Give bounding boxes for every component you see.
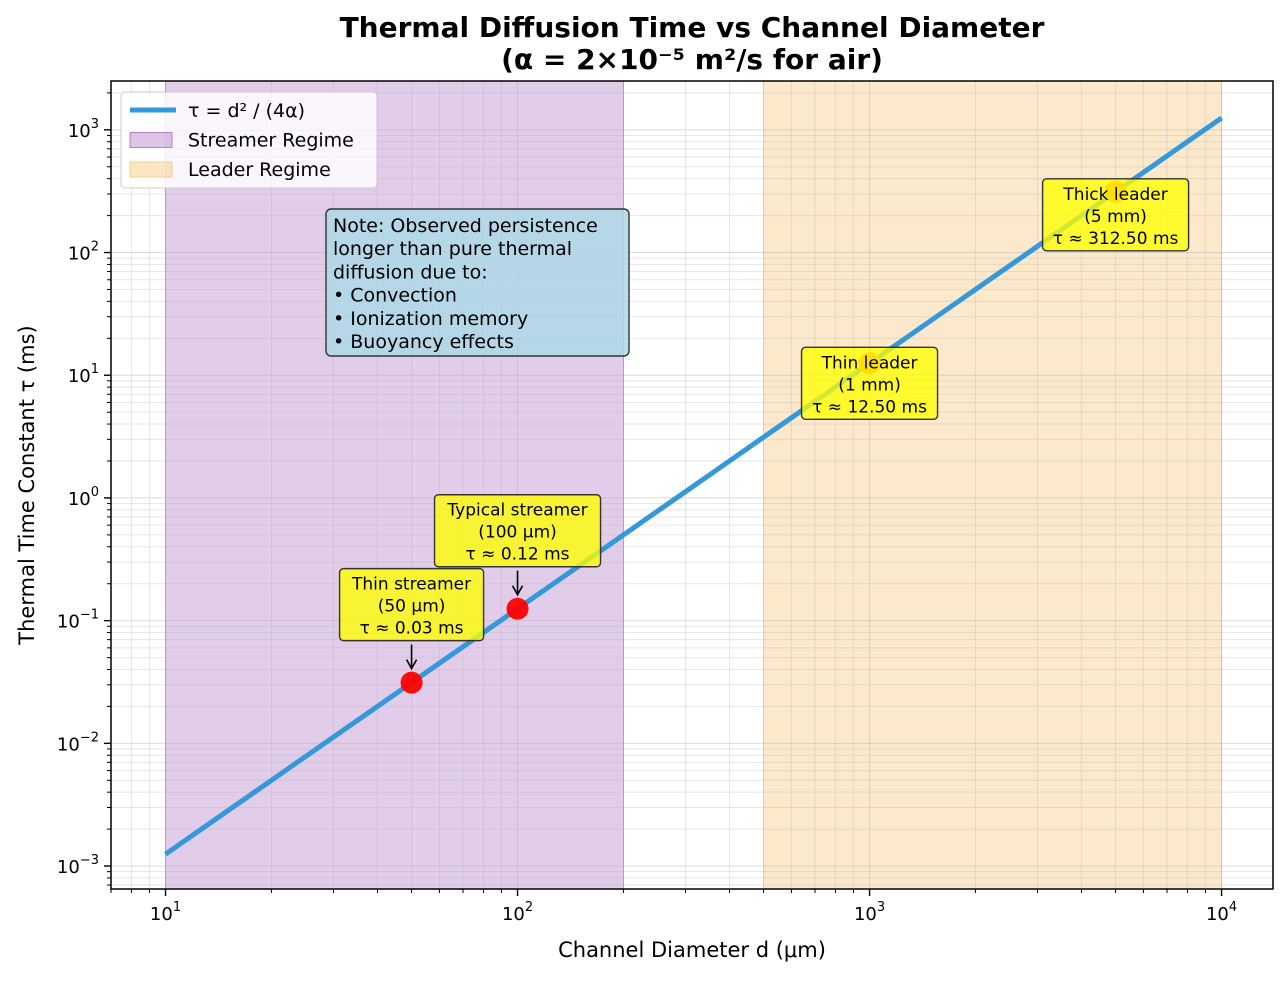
- annotation: Typical streamer(100 μm)τ ≈ 0.12 ms: [433, 494, 602, 597]
- x-tick-label: 103: [854, 900, 885, 925]
- x-axis-label: Channel Diameter d (μm): [558, 938, 826, 962]
- annotation-text: Thin leader: [821, 353, 918, 373]
- annotation-box: [433, 494, 602, 568]
- annotation: Thick leader(5 mm)τ ≈ 312.50 ms: [1041, 178, 1190, 252]
- annotation-text: τ ≈ 0.03 ms: [360, 619, 464, 639]
- legend-label: Streamer Regime: [188, 130, 354, 152]
- y-axis-label: Thermal Time Constant τ (ms): [15, 325, 39, 645]
- annotation-text: Typical streamer: [446, 501, 587, 521]
- annotation-text: Thin streamer: [351, 575, 471, 595]
- data-point: [506, 597, 529, 620]
- note-line: diffusion due to:: [333, 261, 488, 283]
- y-tick-label: 10−2: [57, 730, 99, 755]
- note-line: Note: Observed persistence: [333, 215, 598, 237]
- y-tick-label: 100: [68, 485, 99, 510]
- annotation-box: [800, 346, 939, 421]
- annotation-text: (5 mm): [1084, 207, 1147, 227]
- legend-label: τ = d² / (4α): [188, 100, 305, 122]
- x-tick-label: 102: [502, 900, 533, 925]
- annotation-box: [1041, 178, 1190, 252]
- annotation-text: Thick leader: [1062, 185, 1167, 205]
- note-line: • Convection: [333, 285, 457, 307]
- y-tick-label: 102: [68, 240, 99, 265]
- annotation: Thin leader(1 mm)τ ≈ 12.50 ms: [800, 346, 939, 421]
- legend-patch-swatch: [129, 161, 173, 178]
- chart-title: Thermal Diffusion Time vs Channel Diamet…: [340, 11, 1045, 44]
- annotation: Thin streamer(50 μm)τ ≈ 0.03 ms: [338, 567, 485, 671]
- annotation-arrowhead: [511, 585, 524, 597]
- annotation-text: τ ≈ 0.12 ms: [466, 545, 570, 565]
- x-tick-label: 101: [150, 900, 181, 925]
- legend: τ = d² / (4α) Streamer Regime Leader Regim…: [120, 91, 378, 189]
- y-tick-label: 103: [68, 117, 99, 142]
- ticks-layer: 101 102 103 104 10−3 10−2 10−1 100 101 102 103: [57, 92, 1237, 925]
- annotation-box: [338, 567, 485, 642]
- annotation-text: (100 μm): [478, 523, 557, 543]
- note-line: longer than pure thermal: [333, 238, 572, 260]
- annotation-text: (50 μm): [378, 597, 446, 617]
- y-tick-label: 10−1: [57, 608, 99, 633]
- legend-patch-swatch: [129, 132, 173, 148]
- x-tick-label: 104: [1206, 900, 1237, 925]
- note-frame: [325, 208, 630, 357]
- plot-frame: [110, 80, 1274, 890]
- y-tick-label: 10−3: [57, 853, 99, 878]
- y-tick-label: 101: [68, 362, 99, 387]
- annotation-arrowhead: [405, 659, 418, 671]
- data-point: [400, 671, 423, 694]
- note-line: • Buoyancy effects: [333, 331, 514, 353]
- annotation-text: τ ≈ 12.50 ms: [812, 397, 927, 417]
- annotation-text: τ ≈ 312.50 ms: [1053, 229, 1179, 249]
- legend-label: Leader Regime: [188, 159, 331, 181]
- annotation-text: (1 mm): [838, 375, 901, 395]
- chart-subtitle: (α = 2×10⁻⁵ m²/s for air): [501, 43, 883, 76]
- legend-frame: [120, 91, 378, 189]
- note-line: • Ionization memory: [333, 308, 528, 330]
- region-streamer: [165, 80, 625, 890]
